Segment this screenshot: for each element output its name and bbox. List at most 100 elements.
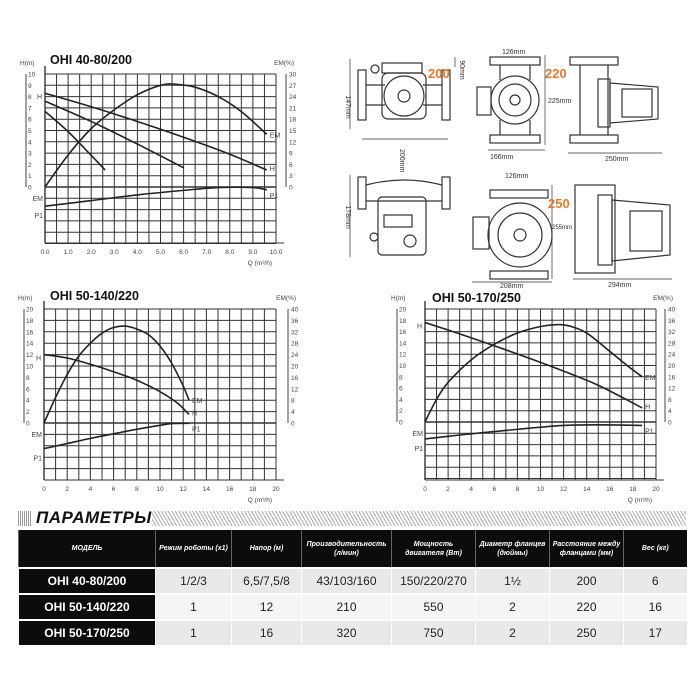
table-cell: 6 [623, 567, 687, 594]
dim-label: 225mm [548, 98, 572, 105]
y2-tick-label: 30 [289, 72, 297, 79]
table-row: OHI 40-80/200 1/2/3 6,5/7,5/8 43/103/160 150… [18, 567, 687, 594]
dim-label: 147mm [344, 95, 351, 119]
column-header: Диаметр фланцев (дюймы) [475, 530, 550, 568]
dim-label: 255mm [552, 225, 572, 231]
y2-tick-label: 6 [289, 162, 293, 169]
y2-tick-label: 8 [291, 398, 295, 405]
y2-tick-label: 4 [291, 409, 295, 416]
pump-220-side-drawing [568, 56, 662, 154]
x-tick-label: 0.0 [40, 249, 49, 256]
y-tick-label: 3 [28, 151, 32, 158]
x-tick-label: 2.0 [87, 249, 96, 256]
table-cell: 1 [155, 619, 232, 645]
y2-tick-label: 12 [289, 139, 297, 146]
curve-end-label-h: H [645, 404, 650, 411]
y2-tick-label: 24 [668, 352, 676, 359]
model-cell: OHI 40-80/200 [18, 567, 156, 594]
curve-h [424, 321, 643, 409]
y2-tick-label: 28 [668, 340, 676, 347]
x-tick-label: 4 [89, 486, 93, 493]
x-tick-label: 7.0 [202, 249, 211, 256]
y-tick-label: 2 [399, 408, 403, 415]
y2-tick-label: 12 [291, 386, 299, 393]
x-tick-label: 6.0 [179, 249, 188, 256]
dim-label: 294mm [608, 282, 632, 289]
x-tick-label: 2 [65, 486, 69, 493]
y-tick-label: 20 [26, 307, 34, 314]
y2-tick-label: 18 [289, 117, 297, 124]
y-tick-label: 10 [26, 364, 34, 371]
table-cell: 2 [475, 593, 550, 620]
curve-end-label-h: H [192, 410, 197, 417]
table-cell: 1/2/3 [155, 567, 232, 594]
curve-em [424, 323, 643, 423]
curve-end-label-p1: P1 [192, 426, 201, 433]
y2-tick-label: 8 [668, 397, 672, 404]
title-hatch-decoration [152, 511, 686, 526]
y-tick-label: 5 [28, 128, 32, 135]
model-number-200: 200 [428, 66, 450, 81]
column-header: Напор (м) [231, 530, 302, 568]
y2-tick-label: 24 [291, 352, 299, 359]
model-number-250: 250 [548, 196, 570, 211]
y-axis-label: H(m) [20, 60, 34, 67]
y-tick-label: 1 [28, 173, 32, 180]
y-axis-label: H(m) [391, 295, 405, 302]
pump-250-front-drawing [472, 185, 553, 283]
x-tick-label: 4 [469, 486, 473, 493]
x-tick-label: 8 [135, 486, 139, 493]
y2-tick-label: 21 [289, 105, 297, 112]
table-cell: 1½ [475, 567, 550, 594]
y-tick-label: 10 [399, 363, 407, 370]
curve-start-label-h: H [37, 94, 42, 101]
y-tick-label: 16 [26, 329, 34, 336]
column-header: Мощность двигателя (Вт) [391, 530, 476, 568]
table-cell: 550 [391, 593, 476, 620]
y2-axis-label: EM(%) [653, 295, 673, 302]
y-tick-label: 18 [399, 318, 407, 325]
table-cell: 150/220/270 [391, 567, 476, 594]
table-header-row: МОДЕЛЬ Режим роботы (х1) Напор (м) Произ… [18, 530, 687, 568]
pump-200-front-drawing [349, 57, 456, 140]
dim-label: 178mm [344, 205, 351, 229]
pump-220-front-drawing [476, 55, 546, 151]
y-tick-label: 6 [399, 386, 403, 393]
x-tick-label: 3.0 [110, 249, 119, 256]
y2-tick-label: 36 [291, 318, 299, 325]
y2-tick-label: 32 [668, 329, 676, 336]
table-cell: 2 [475, 619, 550, 645]
y-tick-label: 16 [399, 329, 407, 336]
y2-tick-label: 4 [668, 408, 672, 415]
y-tick-label: 2 [28, 162, 32, 169]
chart-title: OHI 40-80/200 [50, 53, 132, 67]
x-tick-label: 10 [156, 486, 164, 493]
table-cell: 250 [549, 619, 624, 645]
x-tick-label: 20 [652, 486, 660, 493]
column-header: Производительность (л/мин) [301, 530, 392, 568]
y-tick-label: 9 [28, 83, 32, 90]
x-tick-label: 6 [112, 486, 116, 493]
table-cell: 220 [549, 593, 624, 620]
y2-tick-label: 20 [668, 363, 676, 370]
params-table: МОДЕЛЬ Режим роботы (х1) Напор (м) Произ… [18, 530, 687, 645]
y-tick-label: 20 [399, 307, 407, 314]
table-cell: 1 [155, 593, 232, 620]
table-row: OHI 50-170/250 1 16 320 750 2 250 17 [18, 619, 687, 645]
curve-em [43, 325, 190, 424]
y-tick-label: 4 [28, 139, 32, 146]
chart-title: OHI 50-140/220 [50, 289, 139, 303]
y2-tick-label: 0 [289, 185, 293, 192]
x-tick-label: 8 [516, 486, 520, 493]
y2-tick-label: 32 [291, 329, 299, 336]
model-cell: OHI 50-170/250 [18, 619, 156, 645]
dim-label: 166mm [490, 154, 514, 161]
column-header: Расстояние между фланцами (мм) [549, 530, 624, 568]
x-tick-label: 10.0 [270, 249, 283, 256]
curve-h-speed [44, 110, 106, 171]
y2-tick-label: 16 [668, 374, 676, 381]
y2-tick-label: 28 [291, 341, 299, 348]
